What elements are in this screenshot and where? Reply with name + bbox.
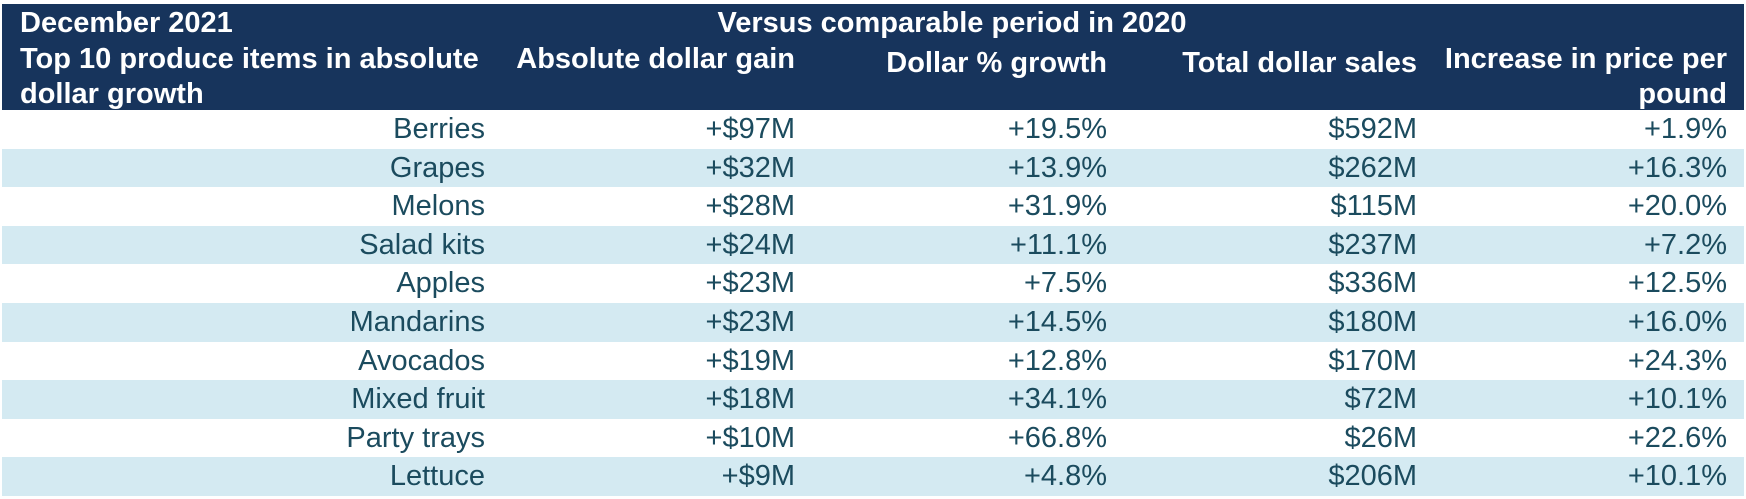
- price-increase-cell: +10.1%: [1627, 383, 1727, 416]
- absolute-gain-cell: +$10M: [705, 421, 795, 454]
- total-sales-cell: $336M: [1328, 267, 1417, 300]
- table-row: Berries +$97M +19.5% $592M +1.9%: [2, 110, 1744, 149]
- item-name-cell: Grapes: [389, 151, 485, 184]
- price-increase-cell: +16.0%: [1627, 305, 1727, 338]
- item-name-cell: Berries: [393, 113, 485, 145]
- item-name-cell: Lettuce: [389, 460, 485, 493]
- table-row: Avocados +$19M +12.8% $170M +24.3%: [2, 341, 1744, 381]
- percent-growth-cell: +66.8%: [1007, 421, 1107, 454]
- total-sales-cell: $72M: [1344, 383, 1417, 416]
- column-header-absolute-gain: Absolute dollar gain: [516, 43, 795, 75]
- price-increase-cell: +10.1%: [1627, 460, 1727, 493]
- table-row: Melons +$28M +31.9% $115M +20.0%: [2, 187, 1744, 226]
- absolute-gain-cell: +$23M: [705, 305, 795, 338]
- total-sales-cell: $262M: [1328, 151, 1417, 184]
- column-header-price-increase: Increase in price per pound: [1444, 43, 1727, 110]
- item-name-cell: Mixed fruit: [351, 383, 485, 416]
- price-increase-cell: +12.5%: [1627, 267, 1727, 300]
- absolute-gain-cell: +$28M: [705, 190, 795, 223]
- absolute-gain-cell: +$32M: [705, 151, 795, 184]
- table-body: Berries +$97M +19.5% $592M +1.9% Grapes +$32M +…: [2, 110, 1744, 496]
- item-name-cell: Salad kits: [359, 228, 485, 261]
- table-header: December 2021 Versus comparable period i…: [2, 4, 1744, 110]
- period-label: December 2021: [20, 7, 233, 39]
- total-sales-cell: $592M: [1328, 113, 1417, 145]
- item-name-cell: Avocados: [358, 344, 485, 377]
- price-increase-cell: +22.6%: [1627, 421, 1727, 454]
- percent-growth-cell: +14.5%: [1007, 305, 1107, 338]
- percent-growth-cell: +12.8%: [1007, 344, 1107, 377]
- percent-growth-cell: +13.9%: [1007, 151, 1107, 184]
- total-sales-cell: $170M: [1328, 344, 1417, 377]
- item-name-cell: Mandarins: [349, 305, 485, 338]
- table-row: Mandarins +$23M +14.5% $180M +16.0%: [2, 302, 1744, 342]
- absolute-gain-cell: +$19M: [705, 344, 795, 377]
- total-sales-cell: $206M: [1328, 460, 1417, 493]
- table-row: Salad kits +$24M +11.1% $237M +7.2%: [2, 225, 1744, 265]
- percent-growth-cell: +7.5%: [1023, 267, 1107, 300]
- percent-growth-cell: +19.5%: [1007, 113, 1107, 145]
- total-sales-cell: $26M: [1344, 421, 1417, 454]
- total-sales-cell: $115M: [1330, 190, 1417, 223]
- percent-growth-cell: +11.1%: [1009, 228, 1107, 261]
- comparison-label: Versus comparable period in 2020: [717, 7, 1187, 39]
- percent-growth-cell: +31.9%: [1007, 190, 1107, 223]
- price-increase-cell: +1.9%: [1643, 113, 1727, 145]
- table-row: Mixed fruit +$18M +34.1% $72M +10.1%: [2, 380, 1744, 419]
- price-increase-cell: +24.3%: [1627, 344, 1727, 377]
- price-increase-cell: +7.2%: [1643, 228, 1727, 261]
- item-name-cell: Melons: [391, 190, 486, 223]
- column-header-percent-growth: Dollar % growth: [886, 47, 1107, 79]
- price-increase-cell: +16.3%: [1627, 151, 1727, 184]
- table-row: Lettuce +$9M +4.8% $206M +10.1%: [2, 457, 1744, 496]
- table-row: Party trays +$10M +66.8% $26M +22.6%: [2, 418, 1744, 458]
- absolute-gain-cell: +$97M: [705, 113, 795, 145]
- price-increase-cell: +20.0%: [1627, 190, 1727, 223]
- absolute-gain-cell: +$9M: [721, 460, 795, 493]
- percent-growth-cell: +34.1%: [1007, 383, 1107, 416]
- table-row: Apples +$23M +7.5% $336M +12.5%: [2, 264, 1744, 303]
- percent-growth-cell: +4.8%: [1023, 460, 1107, 493]
- item-name-cell: Party trays: [346, 421, 485, 454]
- absolute-gain-cell: +$18M: [705, 383, 795, 416]
- absolute-gain-cell: +$23M: [705, 267, 795, 300]
- column-header-total-sales: Total dollar sales: [1182, 47, 1417, 79]
- item-name-cell: Apples: [396, 267, 485, 300]
- column-header-item: Top 10 produce items in absolute dollar …: [20, 43, 479, 110]
- table-row: Grapes +$32M +13.9% $262M +16.3%: [2, 148, 1744, 188]
- absolute-gain-cell: +$24M: [705, 228, 795, 261]
- total-sales-cell: $180M: [1328, 305, 1417, 338]
- total-sales-cell: $237M: [1328, 228, 1417, 261]
